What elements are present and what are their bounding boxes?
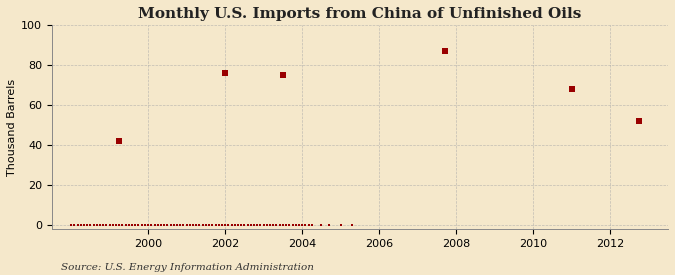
Point — [213, 223, 224, 227]
Point — [439, 49, 450, 53]
Point — [220, 71, 231, 75]
Point — [236, 223, 246, 227]
Point — [233, 223, 244, 227]
Point — [181, 223, 192, 227]
Point — [252, 223, 263, 227]
Point — [85, 223, 96, 227]
Point — [210, 223, 221, 227]
Point — [200, 223, 211, 227]
Point — [120, 223, 131, 227]
Point — [82, 223, 92, 227]
Point — [335, 223, 346, 227]
Point — [69, 223, 80, 227]
Point — [159, 223, 169, 227]
Point — [316, 223, 327, 227]
Point — [204, 223, 215, 227]
Point — [107, 223, 118, 227]
Point — [178, 223, 189, 227]
Point — [277, 223, 288, 227]
Point — [294, 223, 304, 227]
Point — [114, 223, 125, 227]
Point — [153, 223, 163, 227]
Point — [136, 223, 147, 227]
Point — [274, 223, 285, 227]
Point — [194, 223, 205, 227]
Point — [197, 223, 208, 227]
Point — [95, 223, 105, 227]
Point — [175, 223, 186, 227]
Point — [226, 223, 237, 227]
Point — [117, 223, 128, 227]
Text: Source: U.S. Energy Information Administration: Source: U.S. Energy Information Administ… — [61, 263, 314, 272]
Point — [65, 223, 76, 227]
Point — [290, 223, 301, 227]
Point — [91, 223, 102, 227]
Point — [140, 223, 151, 227]
Point — [277, 73, 288, 77]
Point — [300, 223, 310, 227]
Point — [217, 223, 227, 227]
Title: Monthly U.S. Imports from China of Unfinished Oils: Monthly U.S. Imports from China of Unfin… — [138, 7, 582, 21]
Point — [76, 223, 86, 227]
Point — [133, 223, 144, 227]
Point — [246, 223, 256, 227]
Point — [223, 223, 234, 227]
Point — [101, 223, 112, 227]
Point — [287, 223, 298, 227]
Point — [230, 223, 240, 227]
Point — [265, 223, 275, 227]
Point — [255, 223, 266, 227]
Point — [171, 223, 182, 227]
Point — [191, 223, 202, 227]
Point — [165, 223, 176, 227]
Point — [259, 223, 269, 227]
Point — [104, 223, 115, 227]
Point — [72, 223, 83, 227]
Point — [281, 223, 292, 227]
Point — [303, 223, 314, 227]
Point — [114, 139, 125, 143]
Point — [124, 223, 134, 227]
Point — [261, 223, 272, 227]
Point — [127, 223, 138, 227]
Point — [149, 223, 160, 227]
Point — [88, 223, 99, 227]
Point — [146, 223, 157, 227]
Point — [78, 223, 89, 227]
Point — [168, 223, 179, 227]
Point — [242, 223, 253, 227]
Point — [324, 223, 335, 227]
Point — [162, 223, 173, 227]
Point — [566, 87, 577, 91]
Point — [155, 223, 166, 227]
Point — [347, 223, 358, 227]
Point — [268, 223, 279, 227]
Point — [207, 223, 218, 227]
Y-axis label: Thousand Barrels: Thousand Barrels — [7, 78, 17, 175]
Point — [284, 223, 295, 227]
Point — [220, 223, 231, 227]
Point — [142, 223, 153, 227]
Point — [248, 223, 259, 227]
Point — [239, 223, 250, 227]
Point — [297, 223, 308, 227]
Point — [271, 223, 282, 227]
Point — [306, 223, 317, 227]
Point — [98, 223, 109, 227]
Point — [634, 119, 645, 123]
Point — [184, 223, 195, 227]
Point — [130, 223, 140, 227]
Point — [188, 223, 198, 227]
Point — [111, 223, 122, 227]
